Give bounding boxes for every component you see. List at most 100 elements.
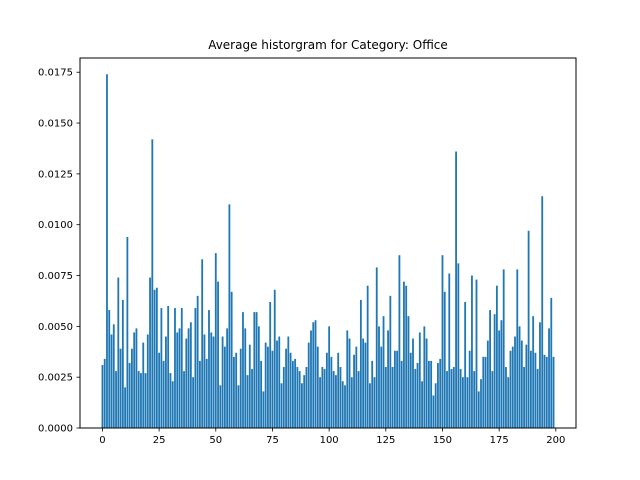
bar — [276, 340, 278, 428]
bar — [403, 281, 405, 428]
y-tick-label: 0.0125 — [38, 169, 73, 180]
bar — [325, 352, 328, 428]
bar — [251, 369, 253, 428]
y-tick-label: 0.0000 — [38, 424, 73, 435]
bar — [516, 269, 519, 428]
bar — [400, 360, 403, 428]
bar — [421, 381, 423, 428]
bar — [536, 369, 539, 428]
y-tick-label: 0.0075 — [38, 271, 73, 282]
bar — [260, 360, 263, 428]
bar — [282, 367, 285, 428]
bar — [144, 373, 147, 428]
bar — [237, 385, 240, 428]
bar — [155, 287, 158, 428]
bar — [475, 279, 478, 428]
y-tick-label: 0.0175 — [38, 68, 73, 79]
bar — [371, 360, 374, 428]
bar — [493, 314, 496, 428]
bar — [489, 310, 491, 428]
bar — [353, 354, 355, 428]
bar — [452, 367, 455, 428]
bar — [350, 377, 353, 428]
bar — [226, 328, 229, 428]
bar — [242, 312, 244, 428]
bar — [337, 352, 340, 428]
bar — [548, 328, 550, 428]
bar — [316, 346, 319, 428]
bar — [187, 328, 190, 428]
bar — [534, 352, 537, 428]
bar — [287, 336, 290, 428]
bar — [167, 306, 170, 428]
bar — [119, 348, 122, 428]
bar — [387, 330, 389, 428]
bar — [539, 322, 541, 428]
bar — [253, 312, 256, 428]
bar — [255, 312, 258, 428]
bar — [486, 340, 489, 428]
bar — [158, 352, 161, 428]
bar — [294, 358, 297, 428]
bar — [201, 259, 204, 428]
bar — [398, 255, 401, 428]
bar — [543, 354, 546, 428]
bar — [126, 236, 129, 428]
x-tick-label: 200 — [546, 435, 565, 446]
bar — [248, 344, 251, 428]
bar — [495, 285, 498, 428]
bar — [101, 364, 104, 428]
bar — [124, 387, 127, 428]
bar — [346, 330, 349, 428]
bar — [330, 356, 333, 428]
bar — [500, 320, 503, 428]
bar — [441, 255, 444, 428]
bar — [239, 348, 242, 428]
x-tick-label: 100 — [320, 435, 339, 446]
bar — [384, 367, 387, 428]
bar — [498, 330, 501, 428]
bar — [271, 350, 274, 428]
bar — [457, 263, 460, 428]
bar — [121, 299, 124, 428]
bar — [321, 367, 324, 428]
bar — [262, 391, 265, 428]
bar — [257, 326, 260, 428]
bar — [357, 371, 360, 428]
bar — [529, 350, 532, 428]
bar — [289, 352, 292, 428]
bar — [427, 360, 430, 428]
bar — [509, 350, 512, 428]
bar — [137, 371, 140, 428]
bar — [423, 326, 426, 428]
bar — [307, 342, 310, 428]
bar — [312, 322, 315, 428]
bar — [165, 336, 167, 428]
bar — [178, 328, 181, 428]
bar — [117, 277, 120, 428]
bar — [541, 196, 544, 428]
bar — [459, 369, 462, 428]
bar — [298, 371, 301, 428]
bar — [169, 373, 172, 428]
bar — [112, 324, 115, 428]
bar — [425, 338, 428, 428]
bar — [511, 346, 514, 428]
bar — [523, 367, 525, 428]
bar — [221, 336, 224, 428]
bar — [205, 358, 208, 428]
bar — [233, 356, 235, 428]
y-tick-label: 0.0100 — [38, 220, 73, 231]
bar — [461, 377, 464, 428]
bar — [348, 338, 351, 428]
bar — [364, 342, 367, 428]
bar — [210, 332, 213, 428]
bar — [108, 310, 111, 428]
bar — [405, 285, 408, 428]
bar — [378, 326, 380, 428]
bar — [552, 356, 555, 428]
bar — [446, 371, 448, 428]
bar — [443, 291, 446, 428]
bar — [217, 281, 219, 428]
